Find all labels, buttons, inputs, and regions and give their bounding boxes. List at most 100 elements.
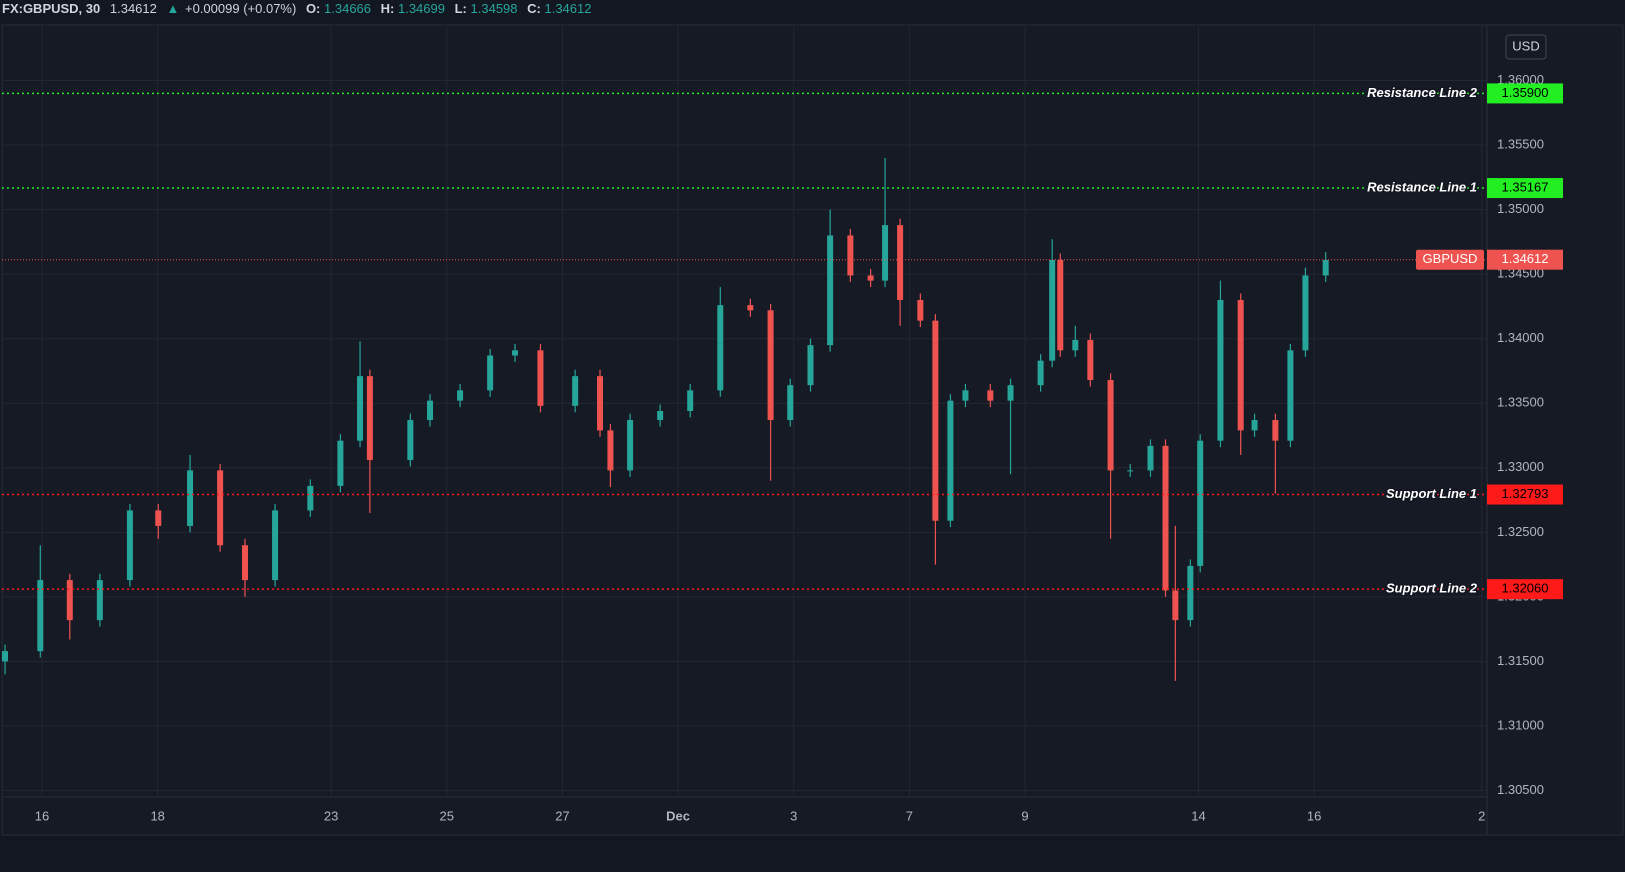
level-price-label: 1.32793	[1502, 486, 1549, 501]
change: +0.00099 (+0.07%)	[185, 1, 296, 16]
level-name: Resistance Line 2	[1367, 85, 1478, 100]
candle-body	[126, 510, 133, 581]
candle-body	[307, 485, 314, 511]
level-price-box	[1487, 83, 1563, 104]
candle-body	[1272, 420, 1279, 441]
candle-body	[457, 390, 464, 401]
candle-body	[537, 350, 544, 406]
last-price-name-box	[1416, 249, 1484, 270]
c-label: C:	[527, 1, 541, 16]
candle-body	[917, 299, 924, 321]
last: 1.34612	[110, 1, 157, 16]
candle-body	[932, 320, 939, 521]
level-name: Support Line 2	[1386, 581, 1478, 596]
candle-body	[1147, 445, 1154, 471]
candle-body	[947, 400, 954, 521]
candle-body	[66, 580, 73, 621]
candle-body	[1287, 350, 1294, 441]
x-tick-label: 2	[1478, 808, 1485, 823]
candle-body	[512, 350, 519, 356]
x-tick-label: 7	[906, 808, 913, 823]
x-tick-label: 16	[1307, 808, 1321, 823]
x-tick-label: 18	[150, 808, 164, 823]
last-price-name: GBPUSD	[1423, 251, 1478, 266]
candle-body	[572, 376, 579, 406]
y-tick-label: 1.31500	[1497, 653, 1544, 668]
candle-body	[607, 430, 614, 471]
candle-body	[187, 470, 194, 526]
candle-body	[962, 390, 969, 401]
y-tick-label: 1.36000	[1497, 72, 1544, 87]
candle-body	[427, 400, 434, 421]
candle-body	[1162, 445, 1169, 591]
candle-body	[1037, 360, 1044, 386]
candle-body	[366, 376, 373, 461]
candle-body	[627, 420, 634, 471]
candle-body	[217, 470, 224, 546]
level-price-label: 1.32060	[1502, 581, 1549, 596]
candle-body	[1237, 299, 1244, 431]
y-tick-label: 1.34000	[1497, 330, 1544, 345]
level-price-box	[1487, 484, 1563, 505]
level-name: Support Line 1	[1386, 486, 1477, 501]
y-tick-label: 1.31000	[1497, 717, 1544, 732]
y-tick-label: 1.30500	[1497, 782, 1544, 797]
candle-body	[847, 235, 854, 276]
currency-button[interactable]	[1505, 34, 1547, 60]
candle-body	[1172, 590, 1179, 621]
candle-body	[987, 390, 994, 401]
candle-body	[597, 376, 604, 431]
level-price-label: 1.35167	[1502, 179, 1549, 194]
candle-body	[882, 225, 889, 281]
candle-body	[1197, 440, 1204, 566]
y-tick-label: 1.33500	[1497, 395, 1544, 410]
symbol: FX:GBPUSD, 30	[2, 1, 100, 16]
candle-body	[1107, 380, 1114, 471]
x-tick-label: 9	[1021, 808, 1028, 823]
candle-body	[897, 225, 904, 300]
candle-body	[1087, 339, 1094, 381]
candle-body	[767, 310, 774, 421]
candle-body	[337, 440, 344, 486]
x-tick-label: 23	[324, 808, 338, 823]
candle-body	[657, 411, 664, 421]
candle-body	[827, 235, 834, 346]
h-value: 1.34699	[398, 1, 445, 16]
y-tick-label: 1.32500	[1497, 524, 1544, 539]
x-tick-label: Dec	[666, 808, 690, 823]
candle-body	[1072, 339, 1079, 351]
x-tick-label: 16	[35, 808, 49, 823]
h-label: H:	[381, 1, 395, 16]
level-price-box	[1487, 579, 1563, 600]
level-price-label: 1.35900	[1502, 85, 1549, 100]
x-tick-label: 14	[1191, 808, 1205, 823]
candle-body	[1007, 385, 1014, 401]
candle-body	[407, 420, 414, 461]
candle-body	[687, 390, 694, 411]
candle-body	[1049, 259, 1056, 361]
x-tick-label: 27	[555, 808, 569, 823]
l-value: 1.34598	[471, 1, 518, 16]
candle-body	[272, 510, 279, 581]
candle-body	[1217, 299, 1224, 441]
candle-body	[717, 305, 724, 391]
candle-body	[867, 275, 874, 281]
candle-body	[1251, 420, 1258, 431]
y-tick-label: 1.35500	[1497, 136, 1544, 151]
candle-body	[487, 355, 494, 391]
level-name: Resistance Line 1	[1367, 179, 1477, 194]
currency-label: USD	[1512, 38, 1539, 53]
x-tick-label: 3	[790, 808, 797, 823]
candle-body	[96, 580, 103, 621]
y-tick-label: 1.33000	[1497, 459, 1544, 474]
o-value: 1.34666	[324, 1, 371, 16]
last-price-box	[1487, 249, 1563, 270]
x-tick-label: 25	[440, 808, 454, 823]
candle-body	[241, 545, 248, 581]
y-tick-label: 1.35000	[1497, 201, 1544, 216]
candle-body	[1322, 259, 1329, 276]
level-price-box	[1487, 178, 1563, 199]
candle-body	[37, 580, 44, 652]
o-label: O:	[306, 1, 320, 16]
